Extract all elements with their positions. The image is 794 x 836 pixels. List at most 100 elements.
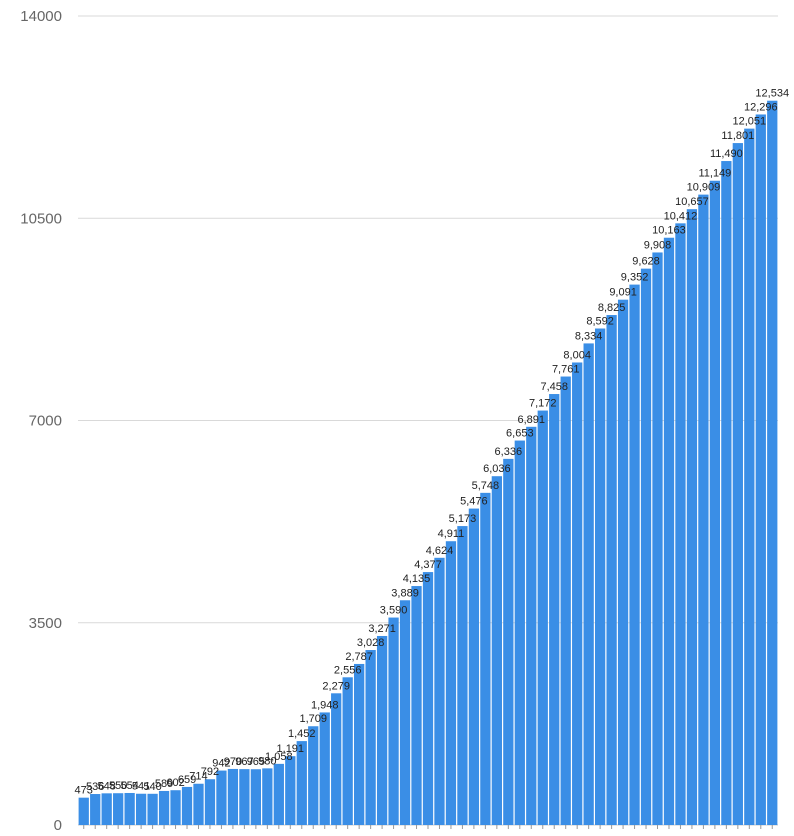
bar (663, 237, 675, 826)
bar (273, 763, 284, 825)
data-label: 1,191 (277, 743, 305, 755)
data-label: 9,352 (621, 272, 649, 284)
data-label: 4,911 (438, 528, 465, 540)
bar (617, 299, 629, 826)
data-label: 10,412 (664, 210, 698, 222)
data-label: 7,172 (529, 398, 557, 410)
data-label: 536 (86, 781, 104, 793)
bar (640, 268, 652, 825)
data-label: 3,590 (380, 605, 408, 617)
bar (549, 394, 560, 825)
data-label: 9,628 (632, 256, 660, 268)
data-label: 8,825 (598, 302, 626, 314)
y-tick-label: 14000 (20, 8, 62, 25)
bar (422, 572, 434, 825)
bar (204, 779, 216, 825)
bar (193, 783, 204, 825)
y-tick-label: 3500 (29, 615, 62, 632)
bar (583, 343, 594, 825)
bar (262, 768, 273, 825)
bar (308, 726, 319, 825)
data-label: 4,377 (414, 559, 442, 571)
bar (78, 797, 89, 825)
data-label: 8,334 (575, 330, 603, 342)
data-label: 541 (132, 781, 150, 793)
data-label: 602 (166, 777, 184, 789)
bar (675, 223, 686, 825)
data-label: 1,948 (311, 699, 339, 711)
data-label: 1,709 (299, 713, 327, 725)
bar (147, 793, 158, 825)
bar (319, 712, 330, 825)
bar (572, 362, 583, 825)
data-label: 554 (120, 780, 138, 792)
bar (365, 650, 376, 825)
bar (90, 794, 101, 825)
data-label: 550 (109, 780, 127, 792)
bar (170, 790, 181, 825)
bar (250, 769, 262, 825)
bar (698, 194, 709, 825)
data-label: 792 (201, 766, 219, 778)
bar (227, 768, 239, 825)
bar (755, 114, 766, 825)
bar (629, 284, 640, 825)
data-label: 10,163 (652, 225, 686, 237)
data-label: 5,173 (449, 513, 477, 525)
data-label: 589 (155, 778, 173, 790)
data-label: 8,592 (586, 316, 614, 328)
data-label: 659 (178, 774, 196, 786)
data-label: 12,051 (732, 116, 766, 128)
data-label: 540 (143, 781, 161, 793)
y-tick-label: 7000 (29, 413, 62, 430)
bar (503, 458, 514, 825)
data-label: 6,336 (495, 446, 523, 458)
bar (491, 476, 502, 825)
data-label: 6,036 (483, 463, 511, 475)
data-label: 12,296 (744, 101, 778, 113)
data-label: 10,657 (675, 196, 709, 208)
bar (767, 100, 778, 825)
data-label: 1,452 (288, 728, 316, 740)
bar (526, 426, 537, 825)
bar (606, 315, 617, 825)
data-label: 10,909 (687, 182, 721, 194)
bar (296, 741, 307, 825)
data-label: 1,058 (265, 751, 293, 763)
data-label: 11,490 (710, 148, 743, 160)
bar (124, 792, 135, 825)
data-label: 4,135 (403, 573, 431, 585)
data-label: 6,653 (506, 428, 534, 440)
bar (468, 508, 480, 825)
data-label: 473 (75, 785, 93, 797)
bar (721, 161, 732, 826)
data-label: 5,748 (472, 480, 500, 492)
y-tick-label: 10500 (20, 210, 62, 227)
bar (709, 180, 721, 825)
bar (480, 492, 491, 825)
data-labels: 4735365485505545415405896026597147929429… (75, 88, 790, 797)
bar (388, 617, 399, 825)
y-tick-label: 0 (54, 817, 62, 834)
bar (399, 600, 411, 825)
bar (445, 541, 457, 825)
data-label: 6,891 (518, 414, 546, 426)
y-axis-ticks: 0 3500 7000 10500 14000 (20, 8, 62, 834)
bar (354, 663, 365, 825)
bar (514, 440, 525, 825)
data-label: 8,004 (563, 349, 591, 361)
data-label: 980 (258, 755, 276, 767)
bar (181, 786, 193, 825)
data-label: 3,271 (368, 623, 396, 635)
data-label: 5,476 (460, 496, 488, 508)
bar (457, 526, 468, 825)
bar (113, 793, 124, 825)
data-label: 12,534 (755, 88, 789, 100)
bar (560, 376, 571, 825)
bar (101, 793, 112, 825)
data-label: 4,624 (426, 545, 454, 557)
data-label: 9,091 (609, 287, 637, 299)
bar (732, 143, 743, 825)
bar (744, 128, 755, 825)
bar (135, 793, 147, 825)
